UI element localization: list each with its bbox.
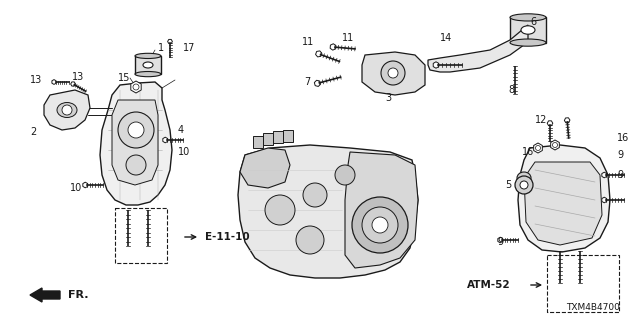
Polygon shape <box>314 80 321 86</box>
FancyArrow shape <box>30 288 60 302</box>
Polygon shape <box>83 182 88 188</box>
Text: 11: 11 <box>342 33 355 43</box>
Polygon shape <box>316 51 322 57</box>
Text: 14: 14 <box>440 33 452 43</box>
Bar <box>547 255 619 312</box>
Text: 1: 1 <box>158 43 164 53</box>
Circle shape <box>265 195 295 225</box>
Text: 3: 3 <box>385 93 391 103</box>
Circle shape <box>372 217 388 233</box>
Ellipse shape <box>517 172 531 184</box>
Text: 10: 10 <box>178 147 190 157</box>
Text: 4: 4 <box>178 125 184 135</box>
Text: 17: 17 <box>183 43 195 53</box>
Polygon shape <box>168 39 172 44</box>
Polygon shape <box>330 44 336 50</box>
Text: 6: 6 <box>530 17 536 27</box>
Ellipse shape <box>510 14 546 21</box>
Polygon shape <box>547 121 553 126</box>
Polygon shape <box>112 100 158 185</box>
Ellipse shape <box>57 102 77 117</box>
Text: 16: 16 <box>617 133 629 143</box>
Text: 7: 7 <box>304 77 310 87</box>
Bar <box>135 56 161 74</box>
Circle shape <box>303 183 327 207</box>
Polygon shape <box>550 140 559 150</box>
Circle shape <box>515 176 533 194</box>
Ellipse shape <box>135 53 161 59</box>
Polygon shape <box>518 145 610 252</box>
Polygon shape <box>564 118 570 123</box>
Circle shape <box>128 122 144 138</box>
Circle shape <box>335 165 355 185</box>
Circle shape <box>118 112 154 148</box>
Polygon shape <box>240 148 290 188</box>
Text: 2: 2 <box>30 127 36 137</box>
Polygon shape <box>345 152 418 268</box>
Polygon shape <box>602 197 607 203</box>
Circle shape <box>352 197 408 253</box>
Polygon shape <box>100 82 172 205</box>
Text: 11: 11 <box>302 37 314 47</box>
Polygon shape <box>602 172 607 178</box>
Text: 16: 16 <box>522 147 534 157</box>
Polygon shape <box>534 143 542 153</box>
Text: 8: 8 <box>508 85 514 95</box>
Polygon shape <box>253 136 263 148</box>
Polygon shape <box>163 137 168 143</box>
Text: TXM4B4700: TXM4B4700 <box>566 303 620 312</box>
Circle shape <box>296 226 324 254</box>
Circle shape <box>520 181 528 189</box>
Polygon shape <box>283 130 293 142</box>
Circle shape <box>388 68 398 78</box>
Text: 9: 9 <box>617 170 623 180</box>
Text: 12: 12 <box>535 115 547 125</box>
Text: 9: 9 <box>617 150 623 160</box>
Polygon shape <box>428 25 528 72</box>
Polygon shape <box>524 162 602 245</box>
Polygon shape <box>498 237 502 243</box>
Polygon shape <box>44 90 90 130</box>
Bar <box>510 17 546 43</box>
Circle shape <box>62 105 72 115</box>
Text: E-11-10: E-11-10 <box>205 232 250 242</box>
Text: 13: 13 <box>30 75 42 85</box>
Circle shape <box>381 61 405 85</box>
Text: 9: 9 <box>497 237 503 247</box>
Polygon shape <box>433 62 439 68</box>
Text: 15: 15 <box>118 73 131 83</box>
Polygon shape <box>273 131 283 143</box>
Bar <box>115 208 167 263</box>
Ellipse shape <box>135 71 161 77</box>
Circle shape <box>552 142 557 148</box>
Text: 5: 5 <box>505 180 511 190</box>
Polygon shape <box>362 52 425 95</box>
Text: 10: 10 <box>70 183 83 193</box>
Ellipse shape <box>143 62 153 68</box>
Circle shape <box>133 84 139 90</box>
Circle shape <box>362 207 398 243</box>
Polygon shape <box>263 133 273 145</box>
Circle shape <box>126 155 146 175</box>
Text: 13: 13 <box>72 72 84 82</box>
Polygon shape <box>52 80 56 84</box>
Ellipse shape <box>510 39 546 46</box>
Polygon shape <box>70 82 76 86</box>
Polygon shape <box>131 81 141 93</box>
Text: FR.: FR. <box>68 290 88 300</box>
Polygon shape <box>238 145 418 278</box>
Text: ATM-52: ATM-52 <box>467 280 511 290</box>
Circle shape <box>536 146 541 150</box>
Ellipse shape <box>521 26 535 34</box>
